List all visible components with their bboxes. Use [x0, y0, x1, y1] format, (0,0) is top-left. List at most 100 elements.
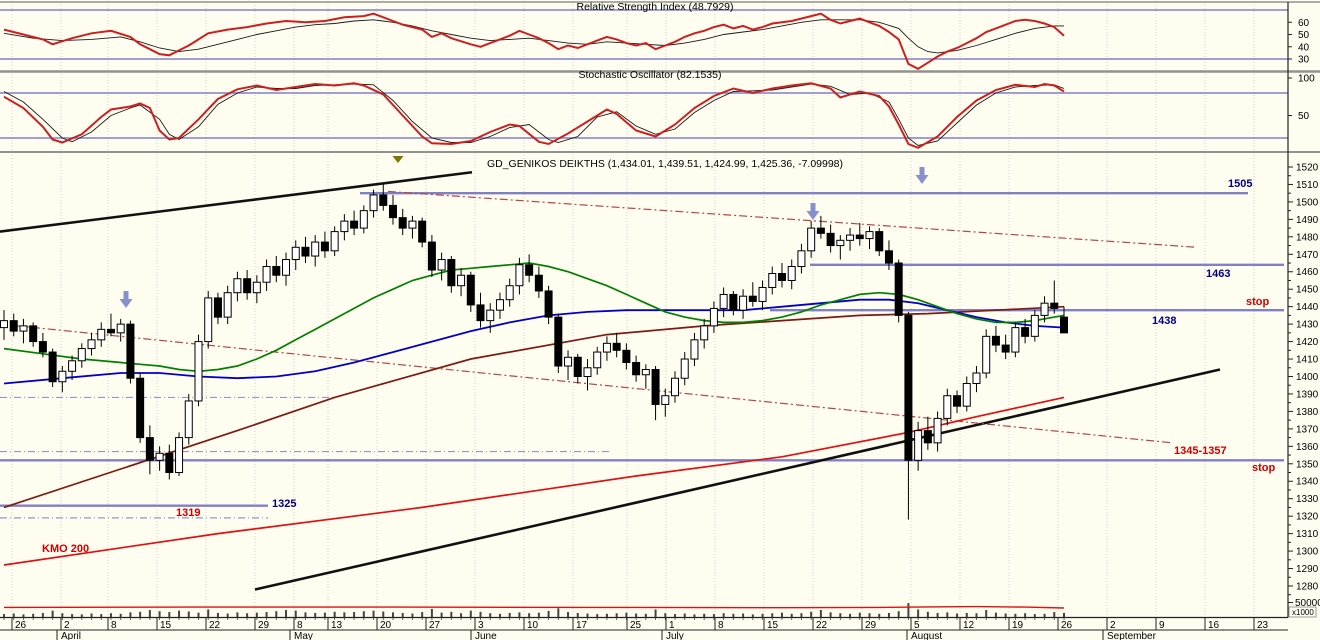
candle-body: [787, 266, 796, 281]
volume-bar: [635, 613, 638, 617]
volume-bar: [810, 611, 813, 617]
candle-body: [418, 220, 427, 243]
volume-bar: [712, 614, 715, 617]
week-label: 3: [478, 620, 484, 631]
black-trendline: [254, 368, 1221, 591]
candle-body: [48, 351, 57, 383]
candle-body: [272, 266, 281, 276]
candle-body: [1060, 316, 1069, 334]
volume-bar: [148, 610, 151, 617]
volume-bar: [343, 612, 346, 617]
stoch-axis-label: 50: [1298, 111, 1310, 122]
volume-bar: [61, 613, 64, 617]
candle-body: [680, 358, 689, 379]
candle-body: [534, 274, 543, 292]
volume-bar: [207, 609, 210, 617]
candle-body: [457, 274, 466, 287]
price-axis-label: 1480: [1296, 232, 1319, 243]
price-axis-label: 1450: [1296, 285, 1319, 296]
price-axis-label: 1400: [1296, 372, 1319, 383]
price-axis-label: 1520: [1296, 163, 1319, 174]
volume-bar: [80, 614, 83, 617]
candle-body: [826, 232, 835, 247]
level-label: 1345-1357: [1174, 445, 1227, 457]
candle-body: [1011, 327, 1020, 353]
volume-bar: [965, 612, 968, 617]
level-label: 1438: [1152, 315, 1176, 327]
candle-body: [953, 395, 962, 407]
candle-body: [564, 356, 573, 367]
candle-body: [194, 341, 203, 402]
volume-bar: [22, 614, 25, 617]
volume-bar: [547, 610, 550, 617]
price-axis-label: 1470: [1296, 250, 1319, 261]
volume-bar: [537, 612, 540, 617]
ma-green-line: [3, 262, 1065, 373]
week-label: 29: [258, 620, 270, 631]
week-label: 2: [1110, 620, 1116, 631]
candle-body: [1001, 344, 1010, 353]
volume-bar: [353, 612, 356, 617]
candle-body: [709, 307, 718, 327]
candle-body: [0, 320, 8, 329]
month-label: July: [666, 631, 684, 640]
volume-bar: [829, 612, 832, 617]
level-label: KMO 200: [42, 543, 89, 555]
volume-bar: [625, 612, 628, 617]
volume-bar: [508, 612, 511, 617]
volume-bar: [469, 610, 472, 617]
candle-body: [739, 295, 748, 311]
candle-body: [184, 400, 193, 439]
level-label: stop: [1252, 462, 1276, 474]
volume-bar: [139, 611, 142, 617]
volume-bar: [975, 613, 978, 617]
candle-body: [865, 231, 874, 240]
volume-bar: [654, 609, 657, 617]
price-axis-label: 1320: [1296, 512, 1319, 523]
week-label: 26: [15, 620, 27, 631]
candle-body: [855, 234, 864, 240]
volume-bar: [557, 608, 560, 617]
month-label: April: [61, 631, 81, 640]
candle-body: [700, 325, 709, 341]
candle-body: [243, 278, 252, 294]
volume-bar: [178, 610, 181, 617]
price-axis-label: 1280: [1296, 581, 1319, 592]
price-axis-label: 1340: [1296, 477, 1319, 488]
volume-bar: [674, 614, 677, 617]
week-label: 13: [331, 620, 343, 631]
volume-bar: [849, 613, 852, 617]
candle-body: [447, 259, 456, 287]
price-axis-label: 1430: [1296, 320, 1319, 331]
volume-bar: [236, 612, 239, 617]
candle-body: [797, 250, 806, 268]
week-label: 2: [64, 620, 70, 631]
volume-bar: [382, 611, 385, 617]
candle-body: [622, 349, 631, 364]
candle-body: [923, 430, 932, 444]
week-label: 9: [1159, 620, 1165, 631]
volume-bar: [878, 613, 881, 617]
volume-bar: [576, 612, 579, 617]
volume-bar: [1053, 612, 1056, 617]
volume-bar: [129, 612, 132, 617]
down-arrow-icon: [915, 167, 929, 184]
level-label: 1505: [1228, 178, 1252, 190]
volume-bar: [946, 612, 949, 617]
volume-bar: [926, 611, 929, 617]
week-label: 25: [630, 620, 642, 631]
volume-bar: [528, 613, 531, 617]
volume-bar: [90, 613, 93, 617]
candle-body: [291, 246, 300, 261]
volume-bar: [897, 611, 900, 617]
volume-bar: [907, 603, 910, 617]
level-label: 1463: [1206, 268, 1230, 280]
volume-bar: [722, 613, 725, 617]
price-axis-label: 1360: [1296, 442, 1319, 453]
week-label: 15: [767, 620, 779, 631]
candle-body: [38, 341, 47, 353]
month-label: May: [294, 631, 313, 640]
volume-bar: [868, 613, 871, 617]
candle-body: [175, 437, 184, 474]
candle-body: [515, 264, 524, 287]
